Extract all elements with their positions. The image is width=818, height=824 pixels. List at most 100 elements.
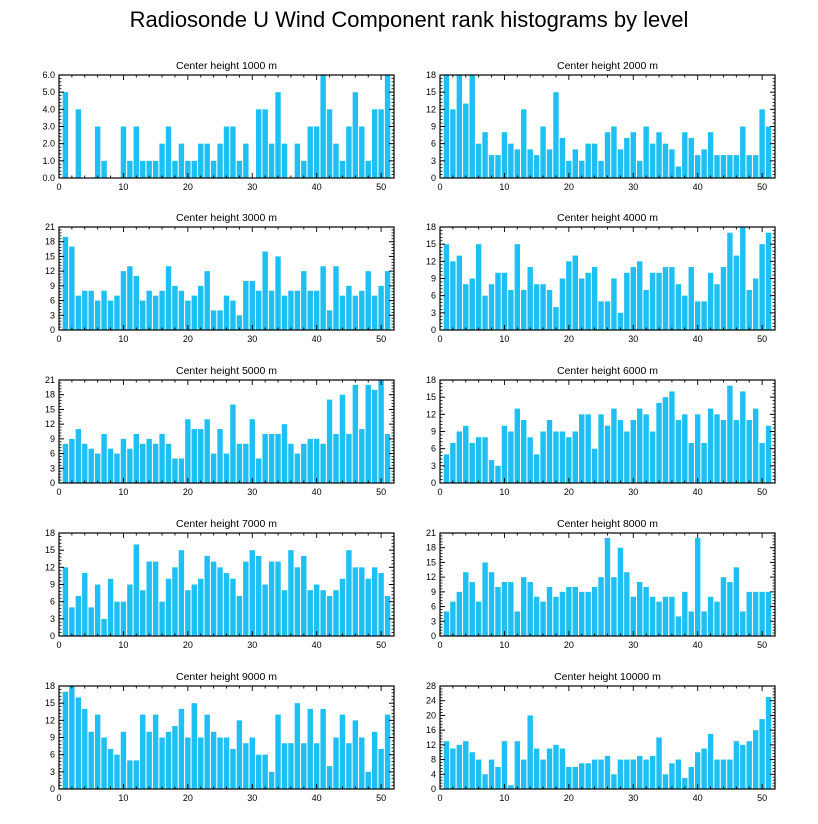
histogram-bar <box>152 561 159 636</box>
histogram-bar <box>521 577 527 636</box>
x-tick-label: 10 <box>118 640 128 650</box>
histogram-bar <box>759 719 765 789</box>
histogram-bar <box>624 572 630 636</box>
histogram-bar <box>352 567 359 636</box>
histogram-bar <box>313 584 320 636</box>
histogram-bar <box>488 155 495 178</box>
panel-title: Center height 6000 m <box>557 365 658 377</box>
histogram-bar <box>649 431 656 483</box>
histogram-bar <box>120 601 127 636</box>
histogram-bar <box>256 754 262 789</box>
histogram-bar <box>752 155 759 178</box>
histogram-bar <box>727 385 733 483</box>
histogram-bar <box>675 166 682 178</box>
histogram-bar <box>746 155 752 178</box>
x-tick-label: 0 <box>437 640 442 650</box>
y-tick-label: 3 <box>431 308 436 318</box>
histogram-bar <box>579 763 585 789</box>
y-tick-label: 18 <box>426 375 436 385</box>
histogram-bar <box>765 232 772 330</box>
histogram-bar <box>643 586 649 636</box>
histogram-bar <box>482 437 488 483</box>
panel-title: Center height 1000 m <box>176 60 277 72</box>
histogram-bar <box>82 708 88 789</box>
histogram-bar <box>320 266 326 330</box>
histogram-bar <box>482 132 488 178</box>
histogram-bar <box>62 443 69 483</box>
histogram-bar <box>456 744 463 789</box>
histogram-bar <box>533 284 540 330</box>
x-tick-label: 10 <box>499 182 509 192</box>
histogram-bar <box>146 290 152 330</box>
histogram-bar <box>643 414 649 483</box>
histogram-bar <box>694 301 701 330</box>
histogram-bar <box>579 278 585 330</box>
histogram-bar <box>656 601 662 636</box>
histogram-bar <box>604 755 611 789</box>
y-tick-label: 9 <box>50 580 55 590</box>
histogram-bar <box>579 160 585 178</box>
y-tick-label: 0 <box>431 478 436 488</box>
histogram-bar <box>720 759 727 789</box>
histogram-bar <box>204 419 210 483</box>
histogram-bar <box>482 562 488 636</box>
histogram-bar <box>301 443 307 483</box>
histogram-bar <box>185 300 191 330</box>
histogram-bar <box>765 425 772 483</box>
histogram-bar <box>765 591 772 636</box>
histogram-bar <box>714 759 720 789</box>
histogram-bar <box>249 419 255 483</box>
histogram-bar <box>178 143 185 178</box>
histogram-bar <box>566 160 572 178</box>
histogram-bar <box>688 442 694 483</box>
histogram-bar <box>450 601 456 636</box>
x-tick-label: 50 <box>757 640 767 650</box>
histogram-bar <box>553 596 559 636</box>
histogram-bar <box>624 431 630 483</box>
histogram-bar <box>140 714 146 789</box>
histogram-bar <box>140 160 146 178</box>
histogram-bar <box>236 315 243 330</box>
histogram-bar <box>720 267 727 330</box>
y-tick-label: 9 <box>431 274 436 284</box>
histogram-bar <box>707 132 714 178</box>
histogram-bar <box>140 300 146 330</box>
histogram-bar <box>159 737 165 789</box>
histogram-bar <box>384 75 391 178</box>
x-tick-label: 20 <box>183 182 193 192</box>
y-tick-label: 6 <box>50 750 55 760</box>
histogram-bar <box>384 595 391 636</box>
histogram-bar <box>495 586 501 636</box>
histogram-bar <box>359 567 365 636</box>
histogram-bar <box>475 244 482 330</box>
histogram-bar <box>514 149 521 178</box>
histogram-bar <box>514 611 521 636</box>
y-tick-label: 12 <box>426 572 436 582</box>
histogram-bar <box>281 743 288 789</box>
histogram-bar <box>585 414 591 483</box>
histogram-bar <box>759 591 765 636</box>
histogram-bar <box>198 429 204 483</box>
histogram-bar <box>107 300 114 330</box>
histogram-bar <box>165 443 172 483</box>
y-tick-label: 18 <box>426 543 436 553</box>
histogram-bar <box>281 295 288 330</box>
histogram-bar <box>566 261 572 330</box>
histogram-bar <box>637 582 643 636</box>
x-tick-label: 40 <box>693 793 703 803</box>
x-tick-label: 30 <box>247 640 257 650</box>
histogram-bar <box>307 290 313 330</box>
histogram-bar <box>204 714 210 789</box>
histogram-bar <box>114 453 120 483</box>
y-tick-label: 3 <box>431 461 436 471</box>
histogram-bar <box>88 607 94 636</box>
histogram-bar <box>720 155 727 178</box>
histogram-bar <box>101 290 107 330</box>
histogram-bar <box>178 290 185 330</box>
histogram-bar <box>585 763 591 789</box>
x-tick-label: 30 <box>628 334 638 344</box>
histogram-bar <box>281 143 288 178</box>
histogram-bar <box>656 272 662 330</box>
histogram-bar <box>733 255 740 330</box>
histogram-bar <box>275 561 281 636</box>
